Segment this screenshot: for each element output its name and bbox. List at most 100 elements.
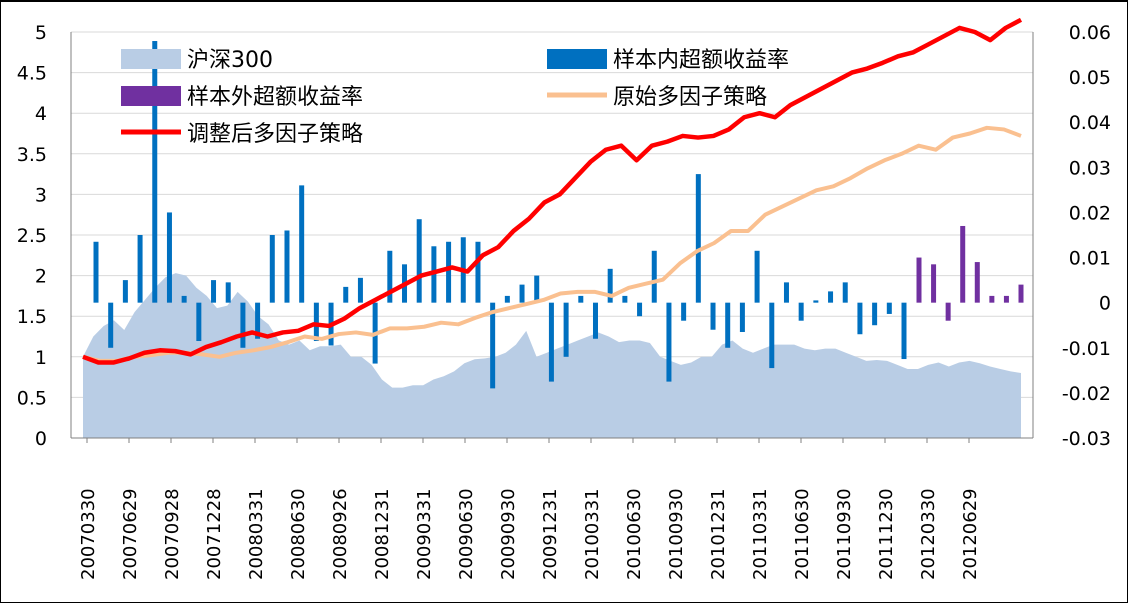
adjusted-strategy-line <box>82 17 1023 365</box>
in-sample-excess-bar <box>857 302 863 335</box>
y-left-tick-label: 2.5 <box>17 225 47 247</box>
in-sample-excess-bar <box>357 277 363 303</box>
x-tick-label: 20080926 <box>330 488 351 580</box>
in-sample-excess-bar <box>798 302 804 321</box>
x-tick-label: 20070629 <box>120 488 141 580</box>
y-left-tick-label: 3.5 <box>17 144 47 166</box>
y-left-tick-label: 0.5 <box>17 387 47 409</box>
x-tick-label: 20091231 <box>540 488 561 580</box>
in-sample-excess-bar <box>578 295 584 303</box>
in-sample-excess-bar <box>416 219 422 303</box>
x-tick-label: 20090630 <box>456 488 477 580</box>
in-sample-excess-bar <box>534 275 540 303</box>
legend-original-label: 原始多因子策略 <box>613 85 767 110</box>
legend-out-sample-label: 样本外超额收益率 <box>187 85 363 110</box>
out-sample-excess-bar <box>1018 284 1024 303</box>
in-sample-excess-bar <box>754 250 760 303</box>
in-sample-excess-bar <box>666 302 672 382</box>
in-sample-excess-bar <box>299 185 305 303</box>
in-sample-excess-bar <box>548 302 554 382</box>
legend-hs300-swatch <box>121 49 181 69</box>
x-tick-label: 20070330 <box>78 488 99 580</box>
in-sample-excess-bar <box>813 300 819 303</box>
in-sample-excess-bar <box>504 295 510 303</box>
y-left-tick-label: 2 <box>35 266 47 288</box>
in-sample-excess-bar <box>710 302 716 330</box>
legend-in-sample-swatch <box>547 49 607 69</box>
x-tick-label: 20080630 <box>288 488 309 580</box>
y-left-tick-label: 1 <box>35 347 47 369</box>
x-tick-label: 20080331 <box>246 488 267 580</box>
x-tick-label: 20110930 <box>834 488 855 580</box>
in-sample-excess-bar <box>122 280 128 303</box>
x-tick-label: 20100630 <box>624 488 645 580</box>
x-tick-label: 20111230 <box>876 488 897 580</box>
y-left-tick-label: 1.5 <box>17 306 47 328</box>
out-sample-excess-bar <box>931 264 937 303</box>
in-sample-excess-bar <box>592 302 598 339</box>
x-tick-label: 20110331 <box>750 488 771 580</box>
x-tick-label: 20120629 <box>960 488 981 580</box>
in-sample-excess-bar <box>886 302 892 314</box>
y-left-tick-label: 0 <box>35 428 47 450</box>
in-sample-excess-bar <box>313 302 319 342</box>
y-right-tick-label: -0.03 <box>1062 428 1111 450</box>
in-sample-excess-bar <box>681 302 687 321</box>
y-right-tick-label: -0.02 <box>1062 383 1111 405</box>
in-sample-excess-bar <box>783 282 789 303</box>
in-sample-excess-bar <box>563 302 569 357</box>
in-sample-excess-bar <box>255 302 261 339</box>
in-sample-excess-bar <box>196 302 202 342</box>
in-sample-excess-bar <box>181 295 187 303</box>
x-tick-label: 20120330 <box>918 488 939 580</box>
y-right-tick-label: 0 <box>1099 293 1111 315</box>
y-left-tick-label: 5 <box>35 22 47 44</box>
x-tick-label: 20090331 <box>414 488 435 580</box>
legend-in-sample-label: 样本内超额收益率 <box>613 48 789 73</box>
in-sample-excess-bar <box>651 250 657 303</box>
in-sample-excess-bar <box>622 295 628 303</box>
in-sample-excess-bar <box>152 41 158 303</box>
y-right-tick-label: 0.06 <box>1069 22 1111 44</box>
in-sample-excess-bar <box>490 302 496 389</box>
y-right-tick-label: 0.04 <box>1069 112 1111 134</box>
x-tick-label: 20070928 <box>162 488 183 580</box>
original-strategy-line <box>82 125 1022 363</box>
in-sample-excess-bar <box>343 286 349 303</box>
y-right-tick-label: 0.02 <box>1069 202 1111 224</box>
x-tick-label: 20100930 <box>666 488 687 580</box>
in-sample-excess-bar <box>607 268 613 303</box>
y-right-tick-label: -0.01 <box>1062 338 1111 360</box>
in-sample-excess-bar <box>225 282 231 303</box>
in-sample-excess-bar <box>211 280 217 303</box>
legend-adjusted-label: 调整后多因子策略 <box>187 122 363 147</box>
x-tick-label: 20081231 <box>372 488 393 580</box>
in-sample-excess-bar <box>269 235 275 303</box>
in-sample-excess-bar <box>137 235 143 303</box>
y-right-tick-label: 0.05 <box>1069 67 1111 89</box>
in-sample-excess-bar <box>166 212 172 303</box>
x-tick-label: 20110630 <box>792 488 813 580</box>
legend-hs300-label: 沪深300 <box>187 48 273 73</box>
in-sample-excess-bar <box>769 302 775 369</box>
in-sample-excess-bar <box>901 302 907 360</box>
y-left-tick-label: 4 <box>35 103 47 125</box>
out-sample-excess-bar <box>916 257 922 303</box>
in-sample-excess-bar <box>739 302 745 332</box>
in-sample-excess-bar <box>475 241 481 303</box>
in-sample-excess-bar <box>240 302 246 348</box>
y-right-tick-label: 0.01 <box>1069 248 1111 270</box>
x-tick-label: 20100331 <box>582 488 603 580</box>
in-sample-excess-bar <box>108 302 114 348</box>
y-left-tick-label: 4.5 <box>17 63 47 85</box>
in-sample-excess-bar <box>637 302 643 317</box>
out-sample-excess-bar <box>974 262 980 303</box>
axes: 0 0.5 1 1.5 2 2.5 3 3.5 4 4.5 5 -0.03 -0.02 -0.01 0 0.0… <box>17 22 1111 580</box>
in-sample-excess-bar <box>93 241 99 303</box>
in-sample-excess-bar <box>872 302 878 326</box>
out-sample-excess-bar <box>989 295 995 303</box>
in-sample-excess-bar <box>828 291 834 303</box>
